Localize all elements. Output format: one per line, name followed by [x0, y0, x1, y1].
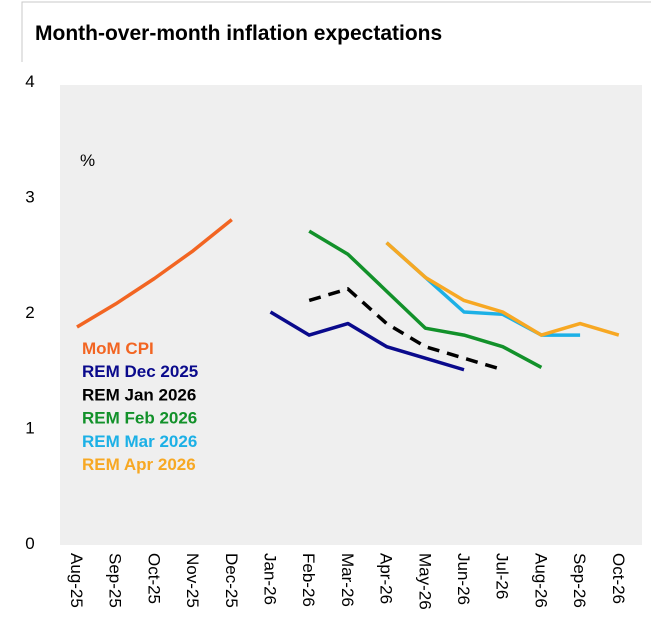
x-tick-label: Oct-26	[609, 553, 628, 604]
x-tick-label: Sep-25	[106, 553, 125, 608]
x-tick-label: Jun-26	[454, 553, 473, 605]
x-tick-label: Apr-26	[377, 553, 396, 604]
x-tick-label: Nov-25	[183, 553, 202, 608]
series-line	[308, 287, 504, 372]
x-tick-label: Jul-26	[493, 553, 512, 599]
legend-entry: REM Feb 2026	[82, 409, 197, 428]
y-tick-label: 0	[25, 534, 34, 553]
y-tick-label: 1	[25, 419, 34, 438]
x-tick-label: Oct-25	[144, 553, 163, 604]
legend-entry: REM Jan 2026	[82, 385, 196, 404]
legend-entry: REM Dec 2025	[82, 362, 198, 381]
y-tick-label: 4	[25, 72, 34, 91]
x-tick-label: Jan-26	[261, 553, 280, 605]
series-line	[308, 229, 543, 369]
frame	[21, 1, 651, 62]
x-tick-label: Mar-26	[338, 553, 357, 607]
x-tick-label: Feb-26	[299, 553, 318, 607]
chart-title: Month-over-month inflation expectations	[35, 22, 442, 45]
x-tick-label: Dec-25	[222, 553, 241, 608]
plot-area	[60, 85, 642, 545]
x-tick-label: Sep-26	[570, 553, 589, 608]
x-tick-label: May-26	[415, 553, 434, 610]
x-tick-label: Aug-26	[531, 553, 550, 608]
y-tick-label: 2	[25, 303, 34, 322]
legend-entry: REM Mar 2026	[82, 432, 197, 451]
x-tick-label: Aug-25	[67, 553, 86, 608]
series-line	[385, 241, 620, 337]
series-line	[76, 218, 233, 329]
series-line	[269, 310, 465, 372]
legend-entry: REM Apr 2026	[82, 455, 196, 474]
unit-label: %	[80, 151, 95, 170]
legend-entry: MoM CPI	[82, 339, 154, 358]
y-tick-label: 3	[25, 188, 34, 207]
